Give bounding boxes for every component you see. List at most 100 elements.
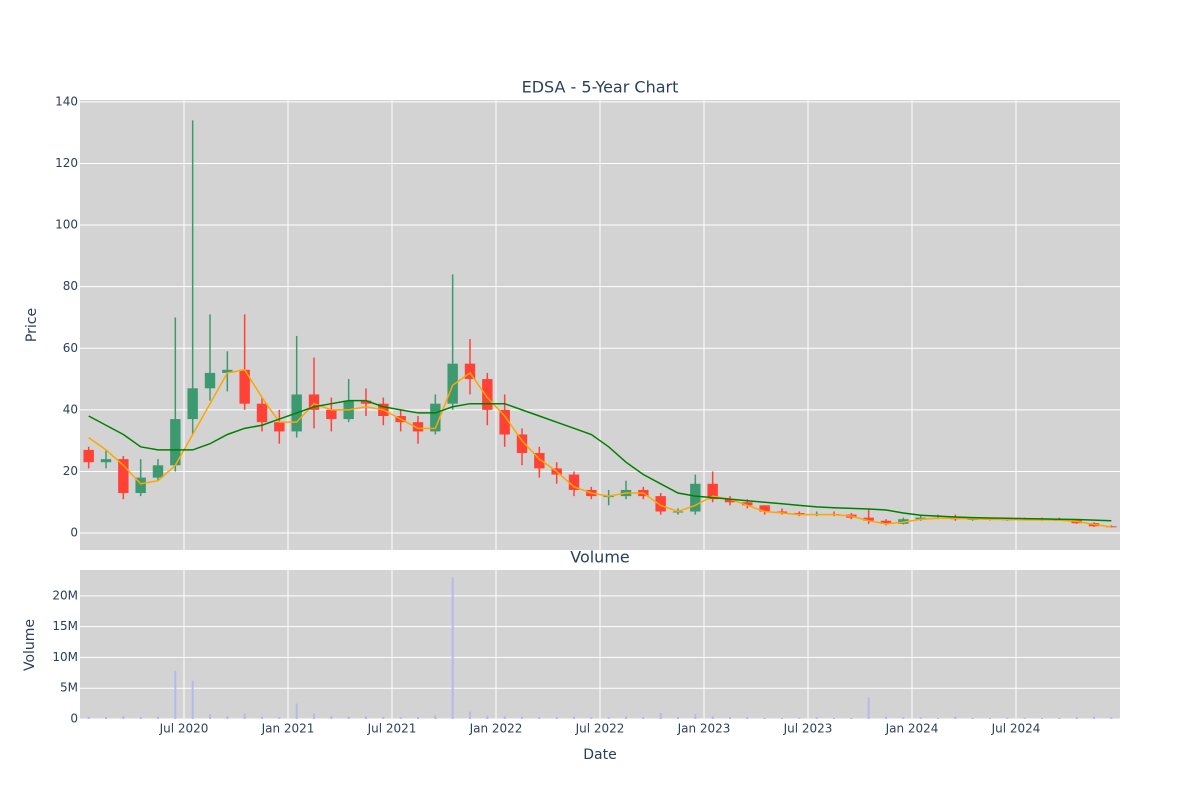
candle-body: [239, 369, 250, 404]
y-tick-label: 0: [70, 712, 78, 726]
y-tick-label: 100: [55, 218, 78, 232]
volume-bar: [989, 717, 991, 719]
candle-body: [360, 400, 372, 404]
y-tick-label: 80: [63, 279, 78, 293]
x-tick-label: Jul 2024: [991, 722, 1041, 736]
candle-body: [794, 513, 805, 515]
candle-body: [326, 409, 337, 420]
candle-body: [724, 499, 736, 503]
volume-bar: [815, 717, 818, 719]
candle-body: [447, 363, 458, 404]
candle-body: [880, 520, 892, 524]
volume-bar: [659, 712, 662, 719]
volume-bar: [954, 716, 957, 719]
y-tick-label: 140: [55, 94, 78, 108]
candle-body: [482, 379, 493, 410]
volume-bar: [607, 717, 610, 719]
volume-bar: [226, 715, 229, 719]
x-tick-label: Jul 2022: [575, 722, 625, 736]
candle-body: [898, 519, 909, 524]
x-axis-label: Date: [583, 747, 616, 763]
moving-average-line: [88, 368, 1112, 528]
volume-bar: [469, 711, 471, 719]
volume-bar: [1110, 717, 1113, 719]
volume-bar: [677, 717, 679, 719]
moving-average-line: [88, 399, 1112, 522]
volume-bar: [1058, 717, 1061, 719]
volume-bar: [1023, 717, 1026, 719]
candle-body: [412, 422, 424, 432]
volume-title: Volume: [570, 548, 630, 567]
candle-body: [274, 422, 285, 432]
volume-bar: [538, 717, 541, 719]
candle-body: [499, 409, 510, 435]
x-tick-label: Jul 2020: [159, 722, 209, 736]
candle-body: [534, 452, 545, 469]
candle-body: [742, 502, 753, 506]
volume-bar: [555, 717, 558, 719]
candle-body: [152, 465, 164, 478]
x-tick-label: Jan 2021: [261, 722, 315, 736]
y-tick-label: 60: [63, 341, 78, 355]
y-tick-label: 40: [63, 402, 78, 416]
candle-body: [222, 369, 233, 373]
candle-body: [118, 459, 129, 494]
candle-body: [655, 496, 666, 512]
x-tick-label: Jan 2022: [469, 722, 523, 736]
candle-body: [204, 372, 216, 389]
candle-body: [915, 517, 926, 520]
candle-body: [464, 363, 476, 380]
volume-bar: [191, 680, 194, 719]
volume-bar: [486, 715, 489, 719]
volume-bar: [503, 715, 506, 719]
volume-bar: [139, 717, 142, 719]
volume-bar: [1075, 717, 1078, 719]
candle-body: [690, 483, 701, 512]
volume-axis-label: Volume: [22, 619, 38, 671]
volume-bar: [590, 717, 593, 719]
volume-bar: [937, 717, 939, 719]
volume-bar: [642, 717, 645, 719]
volume-bar: [867, 697, 870, 719]
volume-bar: [625, 715, 627, 719]
volume-bar: [399, 717, 402, 719]
volume-bar: [174, 670, 177, 719]
candle-body: [863, 517, 874, 521]
volume-bar: [885, 716, 887, 719]
volume-bar: [711, 715, 714, 719]
candle-body: [516, 434, 528, 453]
volume-bar: [850, 717, 853, 719]
candle-body: [100, 459, 112, 463]
volume-bar: [694, 714, 697, 719]
y-tick-label: 20: [63, 464, 78, 478]
volume-bar: [833, 717, 835, 719]
volume-bar: [763, 717, 766, 719]
volume-bar: [105, 717, 107, 719]
volume-bar: [746, 717, 749, 719]
y-tick-label: 15M: [52, 619, 78, 633]
volume-bar: [295, 703, 298, 719]
candle-body: [759, 505, 770, 512]
volume-bar: [157, 716, 159, 719]
volume-bar: [919, 717, 922, 719]
candle-body: [256, 403, 268, 423]
volume-bar: [261, 716, 263, 719]
y-tick-label: 120: [55, 156, 78, 170]
volume-bar: [417, 717, 419, 719]
candle-body: [170, 419, 181, 466]
volume-bar: [781, 717, 783, 719]
volume-bar: [122, 715, 125, 719]
volume-bar: [1093, 716, 1095, 719]
x-tick-label: Jul 2021: [367, 722, 417, 736]
volume-bar: [798, 717, 801, 719]
candle-body: [707, 483, 718, 500]
volume-bar: [347, 716, 350, 719]
candle-body: [135, 477, 146, 494]
volume-bar: [573, 716, 575, 719]
y-tick-label: 0: [70, 526, 78, 540]
volume-bar: [1006, 717, 1009, 719]
y-tick-label: 10M: [52, 650, 78, 664]
volume-bar: [521, 716, 523, 719]
